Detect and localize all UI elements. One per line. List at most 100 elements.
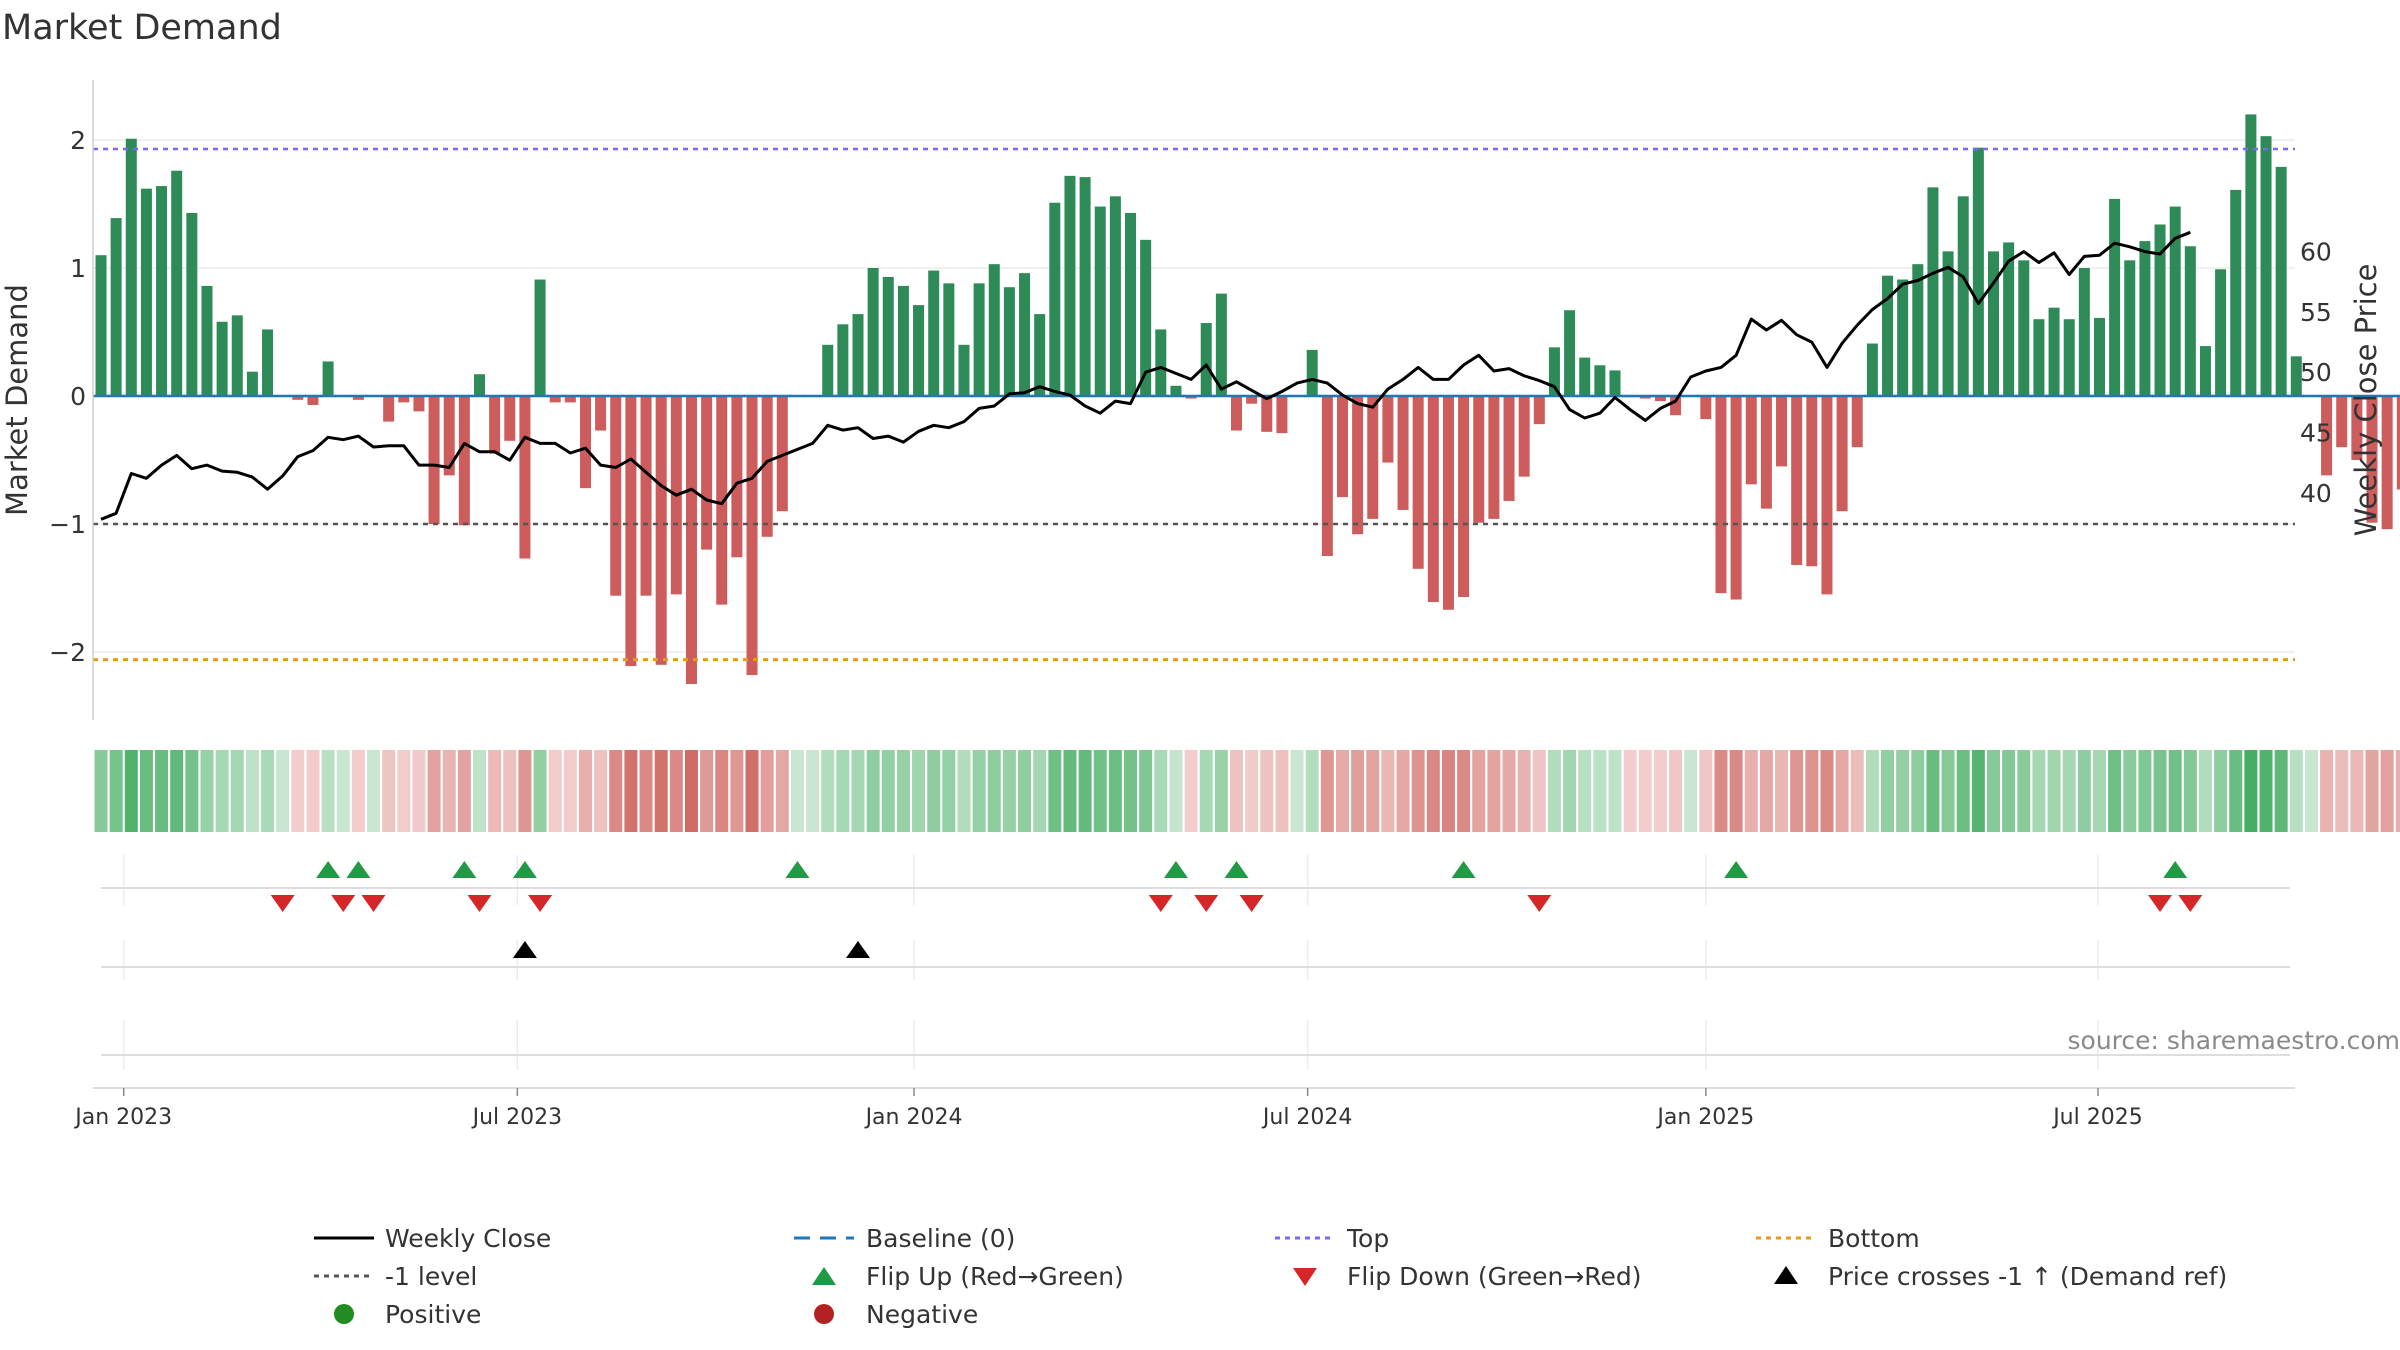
chart-title: Market Demand [2,8,282,48]
heat-cell [1699,750,1713,832]
demand-bar [1851,396,1863,448]
demand-bar [1715,396,1727,594]
flip-up-marker [785,861,810,878]
legend-flip-up-icon [812,1267,836,1285]
heat-cell [1759,750,1773,832]
demand-bar [1367,396,1379,519]
heat-cell [1351,750,1365,832]
demand-bar [2093,317,2105,396]
date-tick-label: Jan 2025 [1655,1105,1754,1130]
flip-down-marker [331,895,356,912]
demand-bar [1988,251,1999,396]
date-tick-label: Jul 2025 [2051,1105,2143,1130]
heat-cell [851,750,865,832]
heat-cell [124,750,138,832]
heat-cell [2123,750,2137,832]
signal-panels [101,855,2290,1070]
demand-bar [1185,396,1197,399]
y2-axis-label: Weekly Close Price [2349,264,2383,537]
demand-bar [489,396,501,454]
flip-down-marker [1527,895,1552,912]
heat-cell [1335,750,1349,832]
demand-bar [504,396,516,441]
demand-bar [1957,196,1969,396]
heat-cell [1775,750,1789,832]
legend-positive: Positive [334,1300,481,1329]
demand-bar [398,396,410,403]
heat-cell [2017,750,2031,832]
heat-cell [1956,750,1970,832]
legend-flip-up-label: Flip Up (Red→Green) [866,1262,1124,1291]
heat-cell [473,750,486,832]
demand-bar [882,276,894,396]
heat-cell [578,750,592,832]
demand-bar [2396,396,2400,490]
y2-tick-label: 55 [2300,298,2332,327]
demand-bar [2366,396,2378,523]
demand-bar [443,396,455,476]
heat-cell [170,750,184,832]
y-tick-label: 1 [70,254,86,283]
heat-cell [1139,750,1153,832]
price-cross-marker [846,941,870,958]
y2-tick-label: 60 [2300,238,2332,267]
flip-down-marker [2178,895,2203,912]
demand-bar [186,212,198,396]
flip-up-marker [1724,861,1749,878]
legend-top: Top [1275,1224,1389,1253]
demand-bar [292,396,304,400]
heat-cell [2244,750,2258,832]
heat-cell [1290,750,1304,832]
heat-cell [987,750,1001,832]
weekly-close-polyline [100,230,2191,521]
demand-bar [897,285,909,396]
demand-bar [2321,396,2333,476]
date-tick-label: Jul 2023 [471,1105,563,1130]
demand-bar [156,186,168,396]
legend-positive-label: Positive [385,1300,481,1329]
heat-cell [654,750,668,832]
demand-bar [731,396,743,558]
heat-cell [1108,750,1122,832]
demand-bar [322,361,334,396]
demand-bar [2139,241,2151,396]
heat-cell [1441,750,1455,832]
demand-bar [2260,136,2272,396]
legend-baseline: Baseline (0) [794,1224,1015,1253]
demand-bar [2063,319,2075,396]
demand-bar [1064,175,1076,396]
demand-bar [231,315,243,396]
demand-bar [534,279,546,396]
heat-cell [1987,750,2000,832]
demand-bar [413,396,425,412]
flip-down-marker [1194,895,1219,912]
demand-bar [2169,206,2181,396]
heat-cell [2002,750,2016,832]
demand-bar [1200,323,1212,396]
heat-cell [155,750,169,832]
demand-bar [1412,396,1424,569]
heat-cell [2153,750,2167,832]
flip-up-marker [316,861,341,878]
heat-cell [2320,750,2334,832]
demand-bar [1442,396,1454,610]
demand-bar [1246,396,1258,404]
demand-bar [1125,212,1137,396]
heat-cell [503,750,517,832]
heat-cell [2047,750,2061,832]
heat-cell [1835,750,1849,832]
heat-cell [1472,750,1486,832]
flip-up-marker [1163,861,1188,878]
heat-cell [321,750,335,832]
flip-down-marker [2148,895,2173,912]
legend-flip-up: Flip Up (Red→Green) [812,1262,1124,1291]
demand-bar [1473,396,1485,523]
heat-cell [639,750,653,832]
demand-bar [701,396,713,550]
heat-cell [351,750,365,832]
legend-bottom-label: Bottom [1828,1224,1920,1253]
demand-bar [1897,279,1909,396]
demand-bar [867,268,879,396]
heat-cell [1850,750,1864,832]
y2-tick-label: 40 [2300,479,2332,508]
